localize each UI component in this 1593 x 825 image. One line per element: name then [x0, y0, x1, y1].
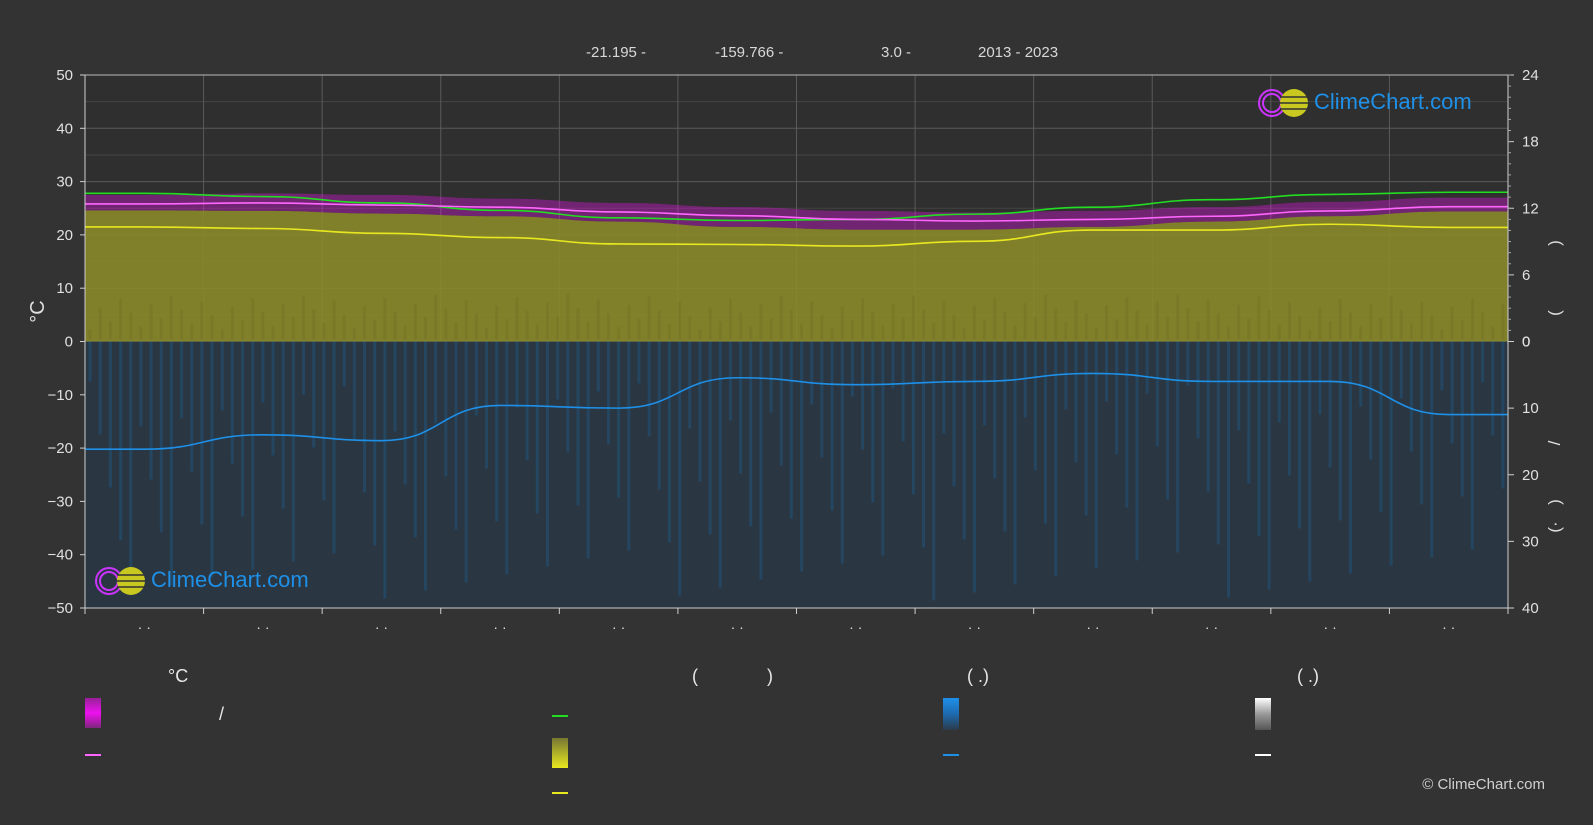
legend-temp-mean-line — [85, 754, 101, 756]
x-tick-label: · · — [1324, 619, 1337, 635]
x-tick-label: · · — [256, 619, 269, 635]
x-tick-label: · · — [1086, 619, 1099, 635]
left-tick-label: 20 — [56, 227, 73, 244]
left-tick-label: −20 — [48, 440, 73, 457]
legend-rain-line — [943, 754, 959, 756]
right-bottom-tick-label: 10 — [1522, 400, 1539, 417]
x-tick-label: · · — [968, 619, 981, 635]
x-tick-label: · · — [849, 619, 862, 635]
x-tick-label: · · — [1442, 619, 1455, 635]
x-tick-label: · · — [375, 619, 388, 635]
x-tick-label: · · — [731, 619, 744, 635]
legend-temp-range-slash: / — [219, 704, 225, 724]
legend-sunshine-line — [552, 792, 568, 794]
left-tick-label: −50 — [48, 600, 73, 617]
chart-lines — [84, 191, 1509, 450]
left-tick-label: 10 — [56, 280, 73, 297]
left-tick-label: −30 — [48, 493, 73, 510]
right-bottom-tick-label: 40 — [1522, 600, 1539, 617]
right-top-tick-label: 24 — [1522, 67, 1539, 84]
precip-area — [85, 341, 1508, 608]
legend-daylight-line — [552, 715, 568, 717]
legend-sunshine-swatch — [552, 738, 568, 768]
legend-sun-heading-close: ) — [767, 666, 773, 686]
longitude-label: -159.766 - — [715, 44, 784, 61]
right-axis-title-glyph: ( — [1545, 310, 1564, 316]
legend-rain-heading: ( .) — [967, 666, 989, 686]
latitude-label: -21.195 - — [586, 44, 647, 61]
right-top-tick-label: 18 — [1522, 134, 1539, 151]
precip-line — [85, 372, 1508, 450]
x-tick-label: · · — [138, 619, 151, 635]
right-top-tick-label: 0 — [1522, 334, 1530, 351]
left-axis-title: °C — [27, 300, 49, 322]
temp-range-band — [85, 193, 1508, 230]
brand-text-bottom: ClimeChart.com — [151, 567, 309, 592]
left-tick-label: −40 — [48, 547, 73, 564]
temp-mean-line — [85, 202, 1508, 222]
copyright-text[interactable]: © ClimeChart.com — [1422, 776, 1545, 793]
right-top-tick-label: 12 — [1522, 200, 1539, 217]
right-bottom-tick-label: 20 — [1522, 467, 1539, 484]
climechart-logo-icon — [1258, 89, 1308, 117]
right-bottom-tick-label: 30 — [1522, 533, 1539, 550]
legend-sun-heading-open: ( — [692, 666, 698, 686]
left-tick-label: 40 — [56, 120, 73, 137]
right-bottom-tick-label: 0 — [1522, 334, 1530, 351]
chart-axes: 50403020100−10−20−30−40−50°C241812600102… — [27, 67, 1564, 635]
legend-snow-line — [1255, 754, 1271, 756]
right-axis-title-glyph: / — [1545, 440, 1564, 445]
right-axis-title-glyph: ) — [1545, 499, 1564, 505]
legend-temp-range-swatch — [85, 698, 101, 728]
legend-snow-heading: ( .) — [1297, 666, 1319, 686]
left-tick-label: −10 — [48, 387, 73, 404]
x-tick-label: · · — [612, 619, 625, 635]
years-label: 2013 - 2023 — [978, 44, 1059, 61]
left-tick-label: 50 — [56, 67, 73, 84]
chart-areas — [85, 193, 1508, 608]
right-axis-title-glyph: ) — [1545, 240, 1564, 246]
brand-logo-top[interactable]: ClimeChart.com — [1258, 87, 1472, 124]
left-tick-label: 30 — [56, 174, 73, 191]
sunshine-area — [85, 210, 1508, 342]
right-axis-title-glyph: (· — [1545, 521, 1564, 532]
elevation-label: 3.0 - — [881, 44, 912, 61]
daylight-line — [84, 191, 1509, 222]
climechart-logo-icon — [95, 567, 145, 595]
legend-rain-swatch — [943, 698, 959, 730]
legend-snow-swatch — [1255, 698, 1271, 730]
brand-logo-bottom[interactable]: ClimeChart.com — [95, 565, 309, 602]
sunshine-line — [85, 223, 1508, 247]
left-tick-label: 0 — [65, 334, 73, 351]
brand-text-top: ClimeChart.com — [1314, 89, 1472, 114]
x-tick-label: · · — [493, 619, 506, 635]
legend-temp-heading: °C — [168, 666, 189, 686]
x-tick-label: · · — [1205, 619, 1218, 635]
right-top-tick-label: 6 — [1522, 267, 1530, 284]
